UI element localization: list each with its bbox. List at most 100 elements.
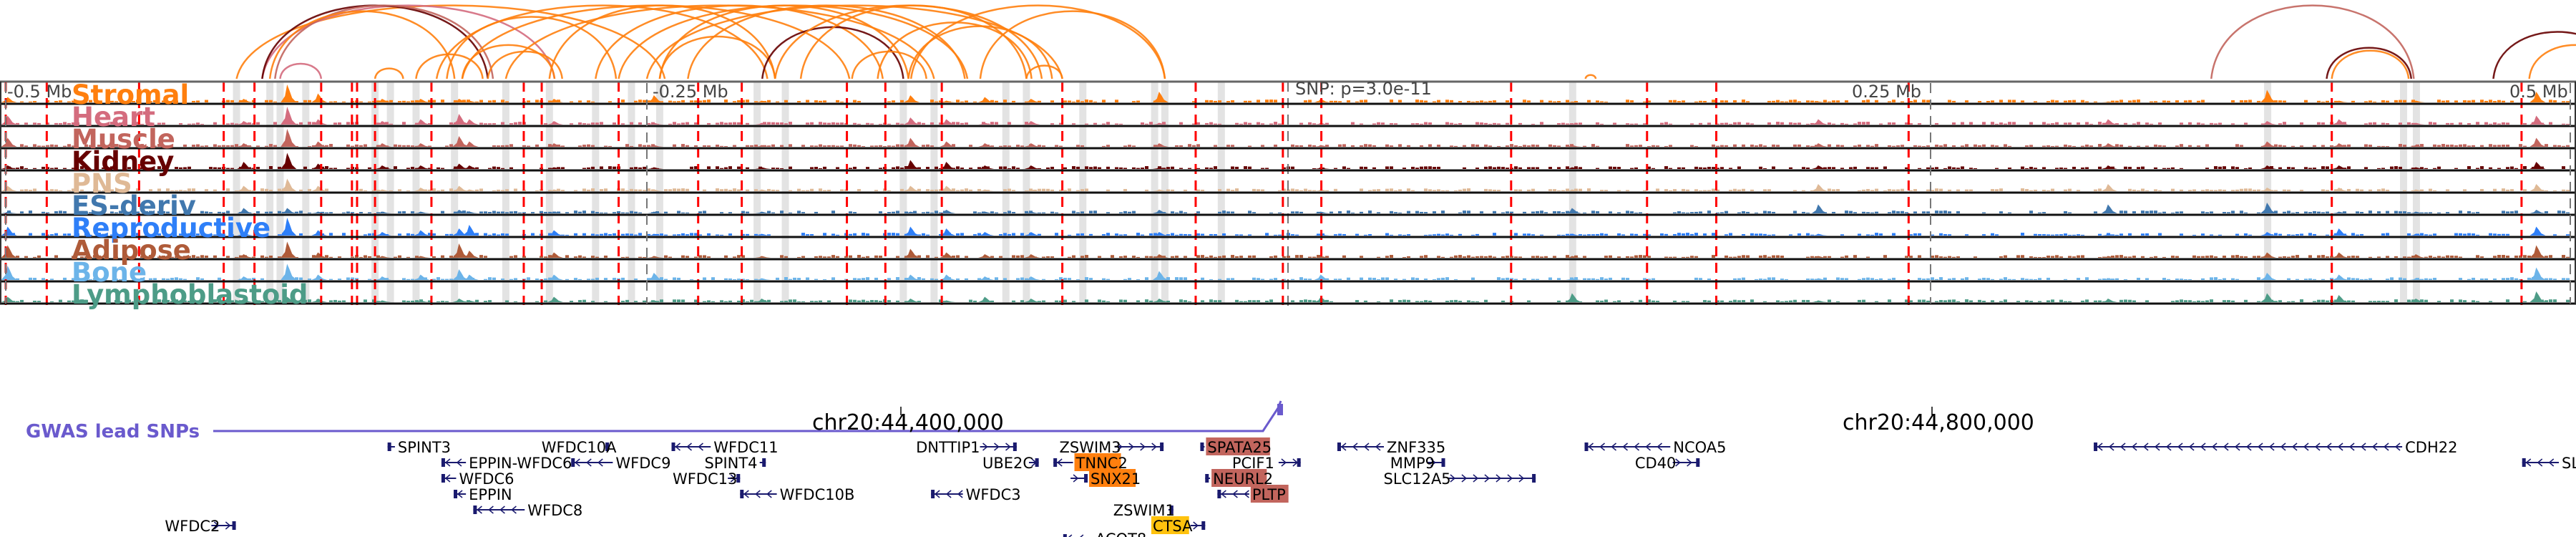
signal-bar <box>67 300 71 302</box>
signal-bar <box>1269 279 1273 280</box>
signal-bar <box>1222 255 1226 258</box>
chromatin-loop <box>487 50 563 79</box>
signal-bar <box>2407 212 2411 213</box>
signal-bar <box>2373 122 2376 125</box>
signal-bar <box>1278 123 1282 125</box>
signal-bar <box>1600 233 1604 236</box>
signal-bar <box>2296 233 2299 236</box>
signal-bar <box>1445 301 1449 302</box>
signal-bar <box>89 234 92 236</box>
signal-bar <box>1458 189 1462 191</box>
signal-peak <box>237 276 253 280</box>
signal-bar <box>1892 233 1896 236</box>
signal-bar <box>1866 212 1870 213</box>
signal-bar <box>720 145 723 147</box>
strand-arrow-icon <box>597 458 603 467</box>
signal-bar <box>2287 256 2290 258</box>
signal-bar <box>2145 190 2149 191</box>
signal-peak <box>2332 143 2348 147</box>
signal-bar <box>2137 100 2140 102</box>
signal-bar <box>2081 167 2084 169</box>
signal-peak <box>462 274 479 280</box>
signal-bar <box>475 233 479 236</box>
signal-bar <box>1883 255 1887 258</box>
signal-bar <box>1587 278 1591 280</box>
strand-arrow-icon <box>1068 534 1073 537</box>
signal-bar <box>394 256 397 258</box>
signal-bar <box>1789 100 1792 102</box>
signal-bar <box>625 299 629 302</box>
signal-bar <box>2381 233 2385 236</box>
signal-bar <box>1175 256 1179 258</box>
signal-bar <box>1020 300 1024 302</box>
signal-bar <box>2562 278 2565 280</box>
signal-peak <box>978 122 995 125</box>
signal-bar <box>449 188 453 191</box>
signal-bar <box>492 277 496 280</box>
signal-bar <box>1832 211 1835 213</box>
signal-bar <box>1557 101 1561 102</box>
signal-bar <box>1557 145 1561 147</box>
signal-bar <box>621 277 625 280</box>
signal-bar <box>1252 188 1256 191</box>
signal-bar <box>97 233 101 236</box>
signal-bar <box>1102 300 1106 302</box>
signal-bar <box>767 145 771 147</box>
signal-bar <box>2124 279 2127 280</box>
signal-bar <box>789 166 792 169</box>
signal-bar <box>1862 299 1865 302</box>
signal-bar <box>488 277 492 280</box>
signal-bar <box>2175 300 2179 302</box>
signal-bar <box>1506 256 1509 258</box>
signal-bar <box>2562 255 2565 258</box>
signal-bar <box>2162 278 2166 280</box>
signal-bar <box>402 278 406 280</box>
signal-bar <box>2403 145 2406 147</box>
signal-bar <box>2150 123 2153 125</box>
signal-bar <box>364 144 367 147</box>
signal-peak <box>940 300 956 302</box>
gene-exon <box>1337 442 1341 451</box>
signal-bar <box>2072 100 2076 102</box>
signal-bar <box>2098 279 2102 280</box>
signal-bar <box>406 168 410 169</box>
signal-bar <box>896 211 899 213</box>
signal-bar <box>2519 144 2522 147</box>
strand-arrow-icon <box>2177 442 2183 451</box>
signal-bar <box>1437 256 1440 258</box>
signal-bar <box>1450 100 1453 102</box>
signal-bar <box>2364 279 2368 280</box>
signal-bar <box>1420 211 1423 213</box>
signal-bar <box>2429 122 2432 125</box>
signal-bar <box>892 100 895 102</box>
signal-bar <box>1033 189 1037 191</box>
signal-bar <box>514 301 517 302</box>
signal-bar <box>1879 278 1883 280</box>
strand-arrow-icon <box>2314 442 2321 451</box>
signal-bar <box>1845 255 1848 258</box>
signal-bar <box>59 122 62 125</box>
signal-bar <box>1793 122 1797 125</box>
signal-bar <box>1750 144 1754 147</box>
strand-arrow-icon <box>1005 442 1011 451</box>
signal-peak <box>904 117 920 125</box>
signal-bar <box>990 211 994 213</box>
signal-bar <box>1780 122 1784 125</box>
signal-bar <box>364 255 367 258</box>
signal-bar <box>265 256 268 258</box>
signal-bar <box>1145 123 1148 125</box>
signal-bar <box>2317 122 2321 125</box>
signal-bar <box>1282 256 1286 258</box>
signal-bar <box>1724 145 1728 147</box>
signal-peak <box>904 226 920 236</box>
signal-bar <box>1493 211 1496 213</box>
signal-bar <box>93 189 97 191</box>
signal-bar <box>1218 279 1221 280</box>
signal-bar <box>1218 211 1221 213</box>
signal-bar <box>544 300 547 302</box>
signal-bar <box>1952 167 1956 169</box>
signal-bar <box>16 301 19 302</box>
signal-bar <box>89 212 92 213</box>
gene-wfdc11: WFDC11 <box>671 439 779 456</box>
signal-bar <box>995 122 998 125</box>
